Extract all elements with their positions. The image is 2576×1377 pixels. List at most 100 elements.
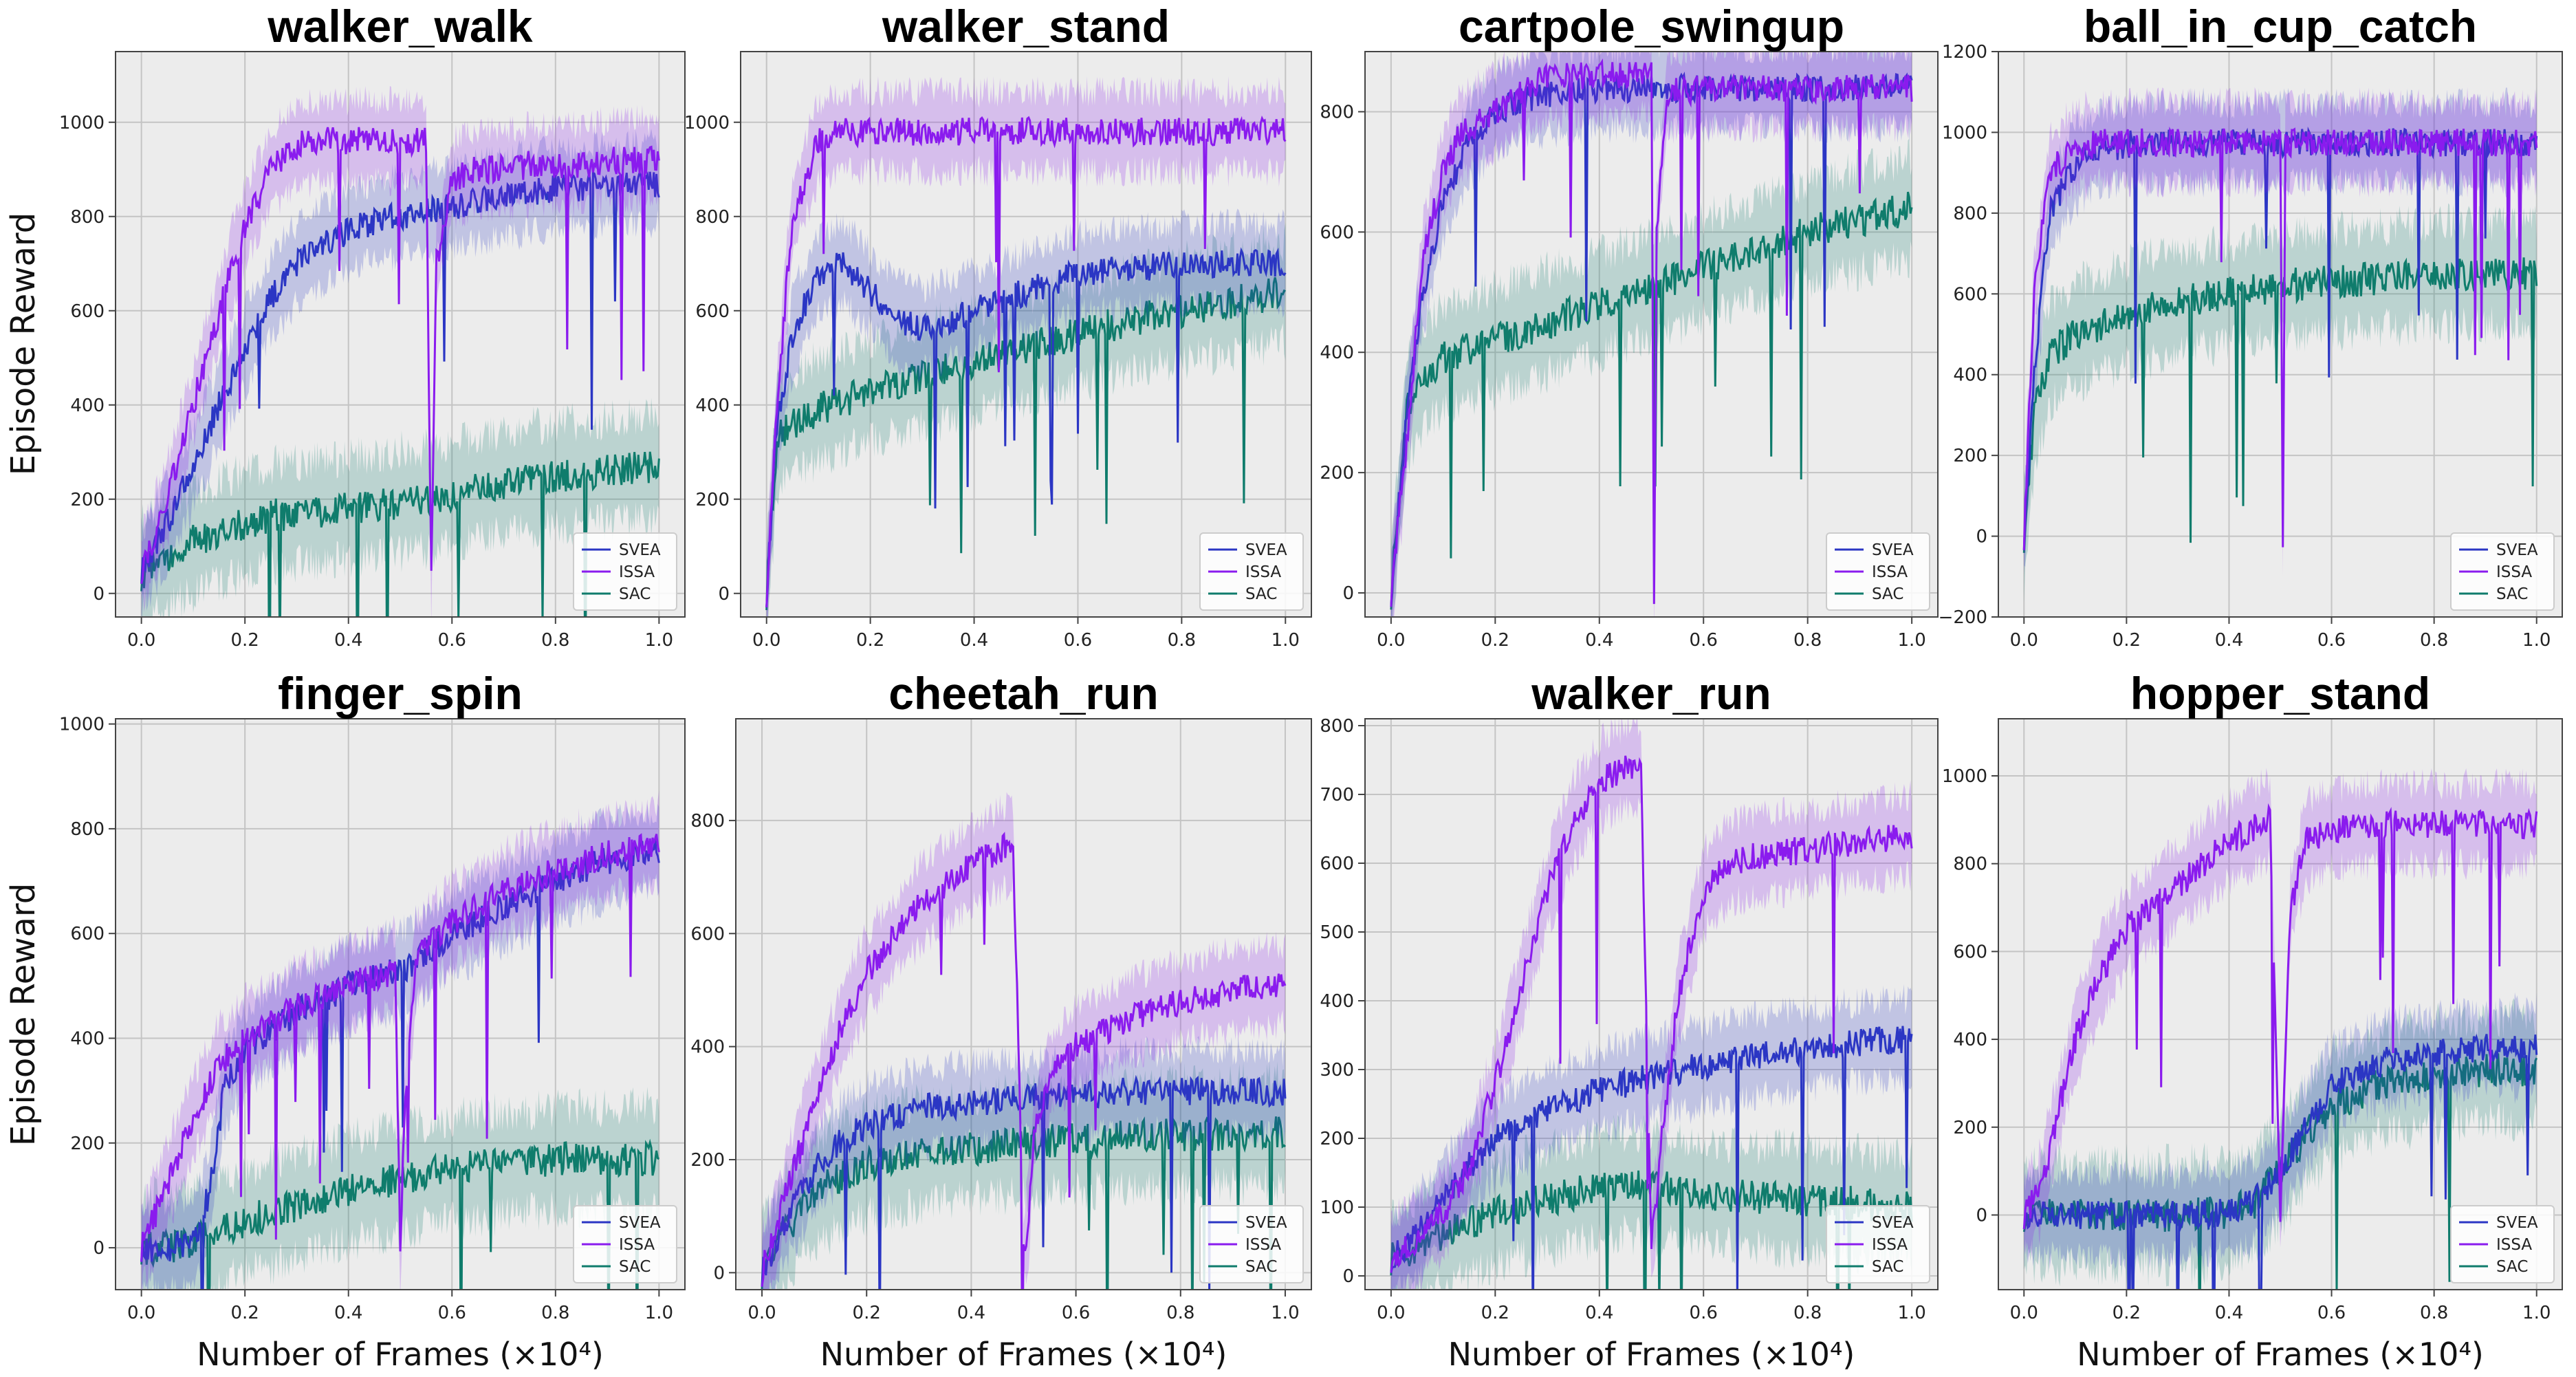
legend-label-svea: SVEA [1872, 541, 1914, 559]
data-point-svea [1232, 263, 1234, 265]
chart-panel-finger-spin: 0 200 400 600 800 1000 0.0 0.2 0.4 0.6 0.8 1.0 finge… [59, 668, 686, 1373]
data-point-issa [1656, 231, 1658, 233]
data-point-issa [1547, 890, 1549, 892]
legend: SVEA ISSA SAC [573, 532, 677, 611]
data-point-issa [296, 1006, 298, 1008]
data-point-sac [1442, 357, 1444, 359]
data-point-sac [973, 362, 975, 364]
y-tick-label: 200 [70, 1134, 105, 1154]
data-point-issa [347, 985, 349, 987]
x-tick-label: 1.0 [1271, 630, 1300, 651]
y-tick-label: 200 [70, 490, 105, 510]
data-point-issa [1650, 1248, 1652, 1250]
y-tick-label: 0 [1976, 527, 1987, 547]
data-point-issa [373, 140, 375, 142]
data-point-svea [2485, 1047, 2487, 1049]
data-point-issa [1598, 780, 1600, 782]
data-point-sac [1703, 1193, 1705, 1195]
x-tick-label: 0.0 [1377, 630, 1405, 651]
x-tick-label: 1.0 [1897, 630, 1925, 651]
data-point-svea [973, 310, 975, 312]
data-point-sac [270, 514, 272, 517]
x-tick-label: 0.4 [334, 1303, 362, 1323]
y-tick-label: 600 [70, 924, 105, 944]
data-point-sac [607, 470, 609, 472]
y-tick-label: 1200 [1942, 42, 1987, 63]
data-point-sac [347, 508, 349, 510]
data-point-issa [2284, 142, 2286, 144]
chart-title: ball_in_cup_catch [2084, 1, 2477, 52]
data-point-svea [866, 1125, 868, 1127]
series-group [765, 76, 1287, 617]
y-tick-label: 600 [70, 301, 105, 322]
legend-label-issa: ISSA [1872, 563, 1908, 581]
data-point-issa [866, 972, 868, 974]
series-line-issa [1390, 58, 1913, 607]
legend-label-sac: SAC [1245, 1258, 1277, 1276]
data-point-issa [2433, 823, 2435, 825]
y-tick-label: 0 [1342, 1266, 1354, 1287]
data-point-issa [400, 1247, 402, 1249]
data-point-issa [2023, 1214, 2025, 1216]
series-band-svea [141, 128, 659, 617]
x-tick-label: 0.2 [231, 630, 259, 651]
data-point-sac [1025, 347, 1027, 349]
data-point-sac [632, 468, 634, 470]
series-band-sac [1390, 1112, 1912, 1290]
data-point-issa [2176, 142, 2179, 144]
data-point-svea [208, 1194, 210, 1196]
data-point-issa [1390, 592, 1392, 594]
legend-box [1826, 532, 1930, 611]
data-point-svea [296, 263, 298, 265]
data-point-issa [2535, 142, 2537, 144]
data-point-svea [2305, 1126, 2307, 1128]
data-point-sac [1807, 1200, 1809, 1202]
data-point-svea [1547, 1110, 1549, 1112]
data-point-issa [2033, 293, 2035, 295]
axes-frame [1364, 718, 1939, 1290]
series-band-issa [141, 85, 659, 617]
data-point-svea [1598, 1089, 1600, 1092]
data-point-issa [2305, 841, 2307, 843]
data-point-issa [2054, 1126, 2056, 1128]
x-axis-label: Number of Frames (×10⁴) [1448, 1336, 1855, 1373]
data-point-issa [2023, 535, 2025, 537]
data-point-issa [2100, 142, 2102, 144]
y-tick-label: 800 [1953, 204, 1987, 224]
series-group [2022, 87, 2538, 603]
data-point-issa [2485, 823, 2487, 825]
axes-frame [1998, 718, 2563, 1290]
legend-label-svea: SVEA [1245, 1214, 1287, 1232]
data-point-issa [192, 1116, 194, 1118]
x-tick-label: 0.0 [747, 1303, 776, 1323]
legend-box [2450, 532, 2555, 611]
data-point-issa [1911, 835, 1913, 837]
series-line-issa [761, 832, 1287, 1290]
data-point-issa [2280, 142, 2282, 144]
data-point-issa [554, 164, 556, 166]
y-tick-label: 1000 [59, 113, 105, 133]
data-point-sac [1911, 207, 1913, 209]
data-point-issa [869, 131, 871, 133]
data-point-sac [607, 1158, 609, 1160]
data-point-sac [970, 1147, 972, 1149]
data-point-sac [244, 522, 246, 524]
legend-label-svea: SVEA [1245, 541, 1287, 559]
data-point-issa [1703, 87, 1705, 89]
chart-title: walker_run [1531, 668, 1771, 719]
legend-box [1826, 1205, 1930, 1283]
data-point-issa [2228, 142, 2230, 144]
data-point-sac [192, 541, 194, 543]
data-point-sac [658, 465, 660, 467]
x-tick-label: 0.0 [752, 630, 781, 651]
data-point-issa [1703, 890, 1705, 892]
legend-label-sac: SAC [1872, 585, 1903, 603]
series-group [1390, 52, 1913, 617]
x-axis-label: Number of Frames (×10⁴) [197, 1336, 604, 1373]
series-band-issa [2024, 768, 2537, 1258]
data-point-sac [1598, 1186, 1600, 1188]
data-point-issa [2331, 142, 2333, 144]
series-band-sac [1390, 138, 1912, 617]
data-point-issa [2382, 142, 2384, 144]
legend-label-svea: SVEA [2496, 541, 2538, 559]
